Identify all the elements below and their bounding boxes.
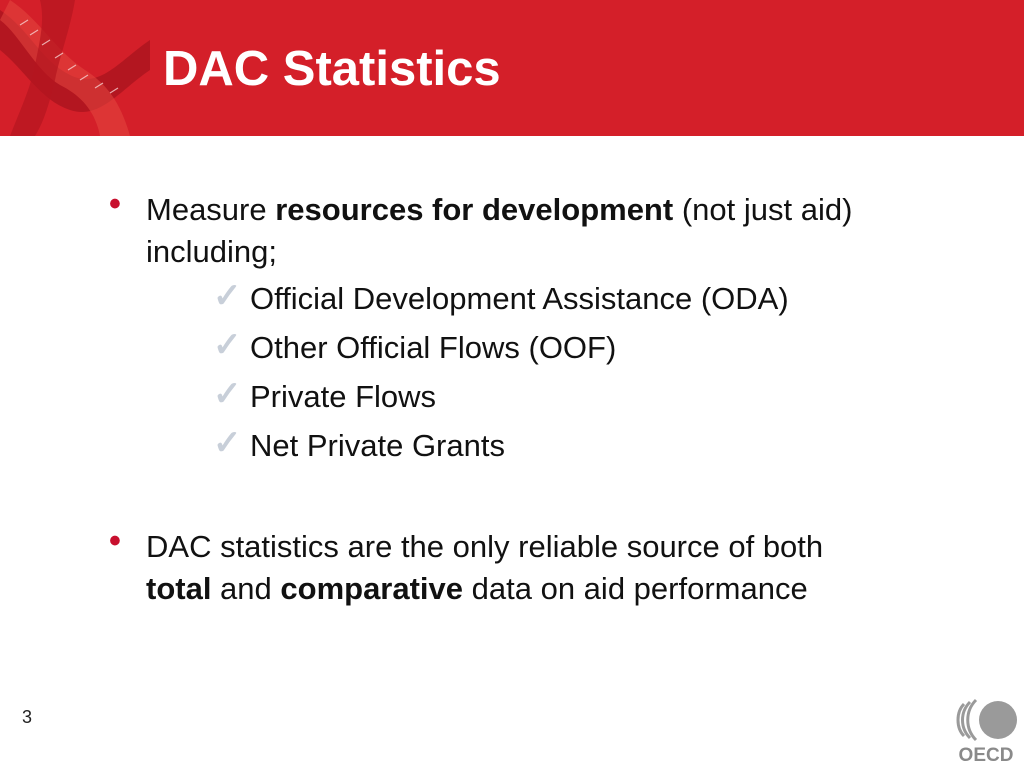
list-item: ✓ Official Development Assistance (ODA) bbox=[213, 277, 913, 327]
list-item-label: Official Development Assistance (ODA) bbox=[250, 281, 789, 316]
bullet-resources: • Measure resources for development (not… bbox=[109, 185, 966, 273]
bullet-dot-icon: • bbox=[109, 522, 121, 560]
list-item-label: Private Flows bbox=[250, 379, 437, 414]
logo-wordmark: OECD bbox=[959, 745, 1014, 764]
list-item-label: Other Official Flows (OOF) bbox=[250, 330, 617, 365]
bold-word-total: total bbox=[146, 571, 212, 606]
check-icon: ✓ bbox=[213, 375, 242, 413]
flow-types-list: ✓ Official Development Assistance (ODA) … bbox=[213, 277, 913, 474]
oecd-logo-icon: OECD bbox=[956, 698, 1017, 764]
bullet-line-2: total and comparative data on aid perfor… bbox=[146, 571, 808, 606]
bullet-line-2: including; bbox=[146, 234, 277, 269]
list-item: ✓ Other Official Flows (OOF) bbox=[213, 326, 913, 376]
check-icon: ✓ bbox=[213, 424, 242, 462]
check-icon: ✓ bbox=[213, 326, 242, 364]
bullet-line-1: DAC statistics are the only reliable sou… bbox=[146, 529, 824, 564]
bullet-dac-statistics: • DAC statistics are the only reliable s… bbox=[109, 522, 966, 610]
bold-word-comparative: comparative bbox=[280, 571, 464, 606]
check-icon: ✓ bbox=[213, 277, 242, 315]
list-item: ✓ Net Private Grants bbox=[213, 424, 913, 474]
page-number: 3 bbox=[22, 707, 33, 727]
list-item-label: Net Private Grants bbox=[250, 428, 505, 463]
bullet-line-1: Measure resources for development (not j… bbox=[146, 192, 853, 227]
bullet-dot-icon: • bbox=[109, 185, 121, 223]
bold-phrase: resources for development bbox=[275, 192, 674, 227]
list-item: ✓ Private Flows bbox=[213, 375, 913, 425]
measuring-tape-image bbox=[0, 0, 150, 136]
slide-title: DAC Statistics bbox=[163, 42, 501, 96]
title-banner: DAC Statistics bbox=[0, 0, 1024, 136]
